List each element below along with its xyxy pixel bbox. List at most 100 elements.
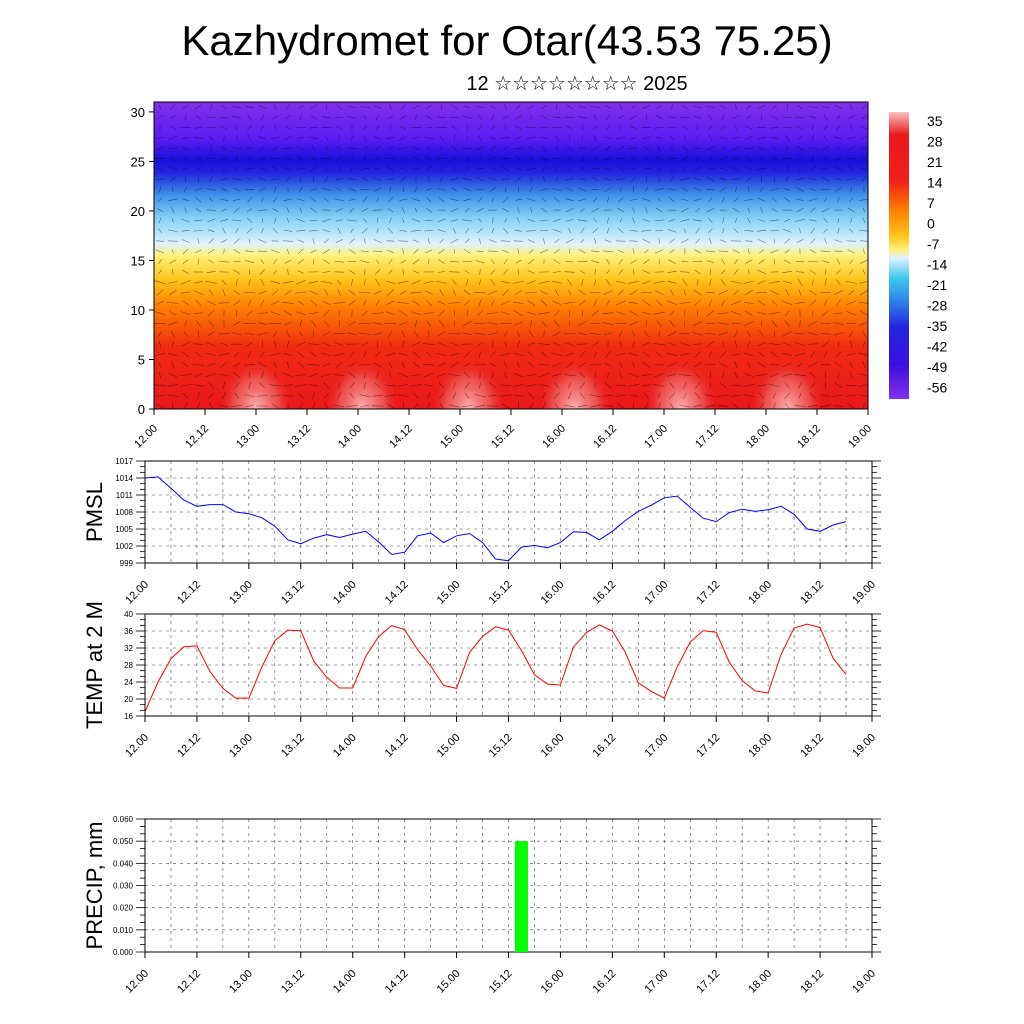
wind-vector [220,104,228,110]
wind-vector [581,278,584,286]
wind-vector [233,321,241,326]
wind-vector [680,219,690,222]
wind-vector [400,176,407,182]
wind-vector [450,361,458,368]
wind-vector [654,372,665,378]
wind-vector [553,249,560,254]
wind-vector [223,248,225,254]
wind-vector [538,364,550,366]
wind-vector [297,270,304,274]
wind-vector [283,372,293,378]
y-tick-label: 40 [124,610,133,619]
wind-vector [323,382,330,389]
wind-vector [196,145,201,151]
wind-vector [720,351,727,358]
y-tick-label: 24 [124,678,133,687]
wind-vector [182,248,189,255]
wind-vector [476,341,484,347]
wind-vector [682,278,688,286]
wind-vector [385,136,396,139]
wind-vector [475,260,485,264]
wind-vector [721,269,726,275]
wind-vector [193,343,204,345]
wind-vector [564,177,575,181]
wind-vector [530,319,533,328]
wind-vector [463,198,472,202]
wind-vector [540,104,548,110]
wind-vector [358,364,371,366]
wind-vector [232,106,242,108]
wind-vector [667,362,677,368]
wind-vector [244,332,255,335]
wind-vector [411,136,421,140]
wind-vector [182,351,190,358]
y-tick-label: 16 [124,712,133,721]
wind-vector [697,310,699,317]
wind-vector [248,279,251,286]
wind-vector [363,115,367,120]
wind-vector [169,125,177,130]
x-tick-label: 19.00 [846,423,874,451]
wind-vector [491,259,495,265]
wind-vector [761,114,763,121]
wind-vector [296,229,306,232]
wind-vector [594,238,597,245]
wind-vector [758,392,765,399]
wind-vector [681,261,689,263]
wind-vector [477,196,483,203]
wind-vector [745,115,752,120]
wind-vector [502,289,509,296]
wind-vector [679,302,691,304]
wind-vector [208,393,214,399]
wind-vector [502,249,509,253]
wind-vector [385,300,395,306]
wind-vector [208,402,214,409]
wind-vector [167,384,178,387]
wind-vector [272,228,278,234]
wind-vector [517,361,520,368]
wind-vector [501,157,510,160]
wind-vector [168,372,178,378]
wind-vector [811,155,815,162]
wind-vector [594,382,596,389]
wind-vector [234,166,240,172]
wind-vector [593,299,597,307]
wind-vector [553,392,560,399]
wind-vector [361,177,369,181]
wind-vector [579,300,586,306]
wind-vector [528,146,535,150]
wind-vector [668,392,676,399]
wind-vector [414,186,418,193]
wind-vector [474,106,486,108]
wind-vector [578,178,587,181]
wind-vector [717,312,729,314]
wind-vector [551,352,563,357]
wind-vector [154,322,166,325]
wind-vector [566,104,573,110]
wind-vector [479,279,481,286]
wind-vector [641,384,652,387]
wind-vector [413,248,419,254]
wind-vector [325,145,328,152]
wind-vector [272,208,279,212]
wind-vector [244,364,256,366]
wind-vector [308,280,319,284]
wind-vector [667,228,677,233]
wind-vector [248,350,252,359]
wind-vector [450,238,459,244]
y-tick-label: 36 [124,627,133,636]
wind-vector [156,300,164,305]
wind-vector [219,404,229,408]
wind-vector [312,392,316,400]
wind-vector [386,166,394,172]
wind-vector [581,135,584,141]
wind-vector [436,373,447,377]
wind-vector [538,343,550,345]
wind-vector [194,156,202,161]
wind-vector [337,382,341,389]
wind-vector [221,279,227,286]
wind-vector [655,249,664,254]
wind-vector [540,207,548,213]
wind-vector [384,323,397,325]
wind-vector [821,146,830,151]
